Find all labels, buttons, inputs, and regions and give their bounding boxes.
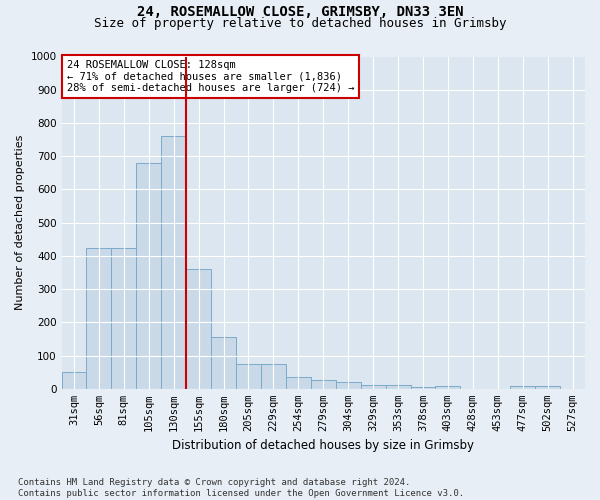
- Bar: [410, 387, 436, 389]
- Bar: [211, 338, 236, 389]
- Bar: [535, 386, 560, 389]
- Bar: [62, 372, 86, 389]
- X-axis label: Distribution of detached houses by size in Grimsby: Distribution of detached houses by size …: [172, 440, 474, 452]
- Y-axis label: Number of detached properties: Number of detached properties: [15, 135, 25, 310]
- Text: 24 ROSEMALLOW CLOSE: 128sqm
← 71% of detached houses are smaller (1,836)
28% of : 24 ROSEMALLOW CLOSE: 128sqm ← 71% of det…: [67, 60, 354, 93]
- Bar: [386, 385, 410, 389]
- Bar: [286, 377, 311, 389]
- Bar: [261, 364, 286, 389]
- Bar: [136, 163, 161, 389]
- Bar: [236, 364, 261, 389]
- Bar: [112, 248, 136, 389]
- Text: Contains HM Land Registry data © Crown copyright and database right 2024.
Contai: Contains HM Land Registry data © Crown c…: [18, 478, 464, 498]
- Bar: [361, 385, 386, 389]
- Bar: [436, 386, 460, 389]
- Text: Size of property relative to detached houses in Grimsby: Size of property relative to detached ho…: [94, 18, 506, 30]
- Bar: [86, 248, 112, 389]
- Text: 24, ROSEMALLOW CLOSE, GRIMSBY, DN33 3EN: 24, ROSEMALLOW CLOSE, GRIMSBY, DN33 3EN: [137, 5, 463, 19]
- Bar: [186, 269, 211, 389]
- Bar: [161, 136, 186, 389]
- Bar: [311, 380, 336, 389]
- Bar: [510, 386, 535, 389]
- Bar: [336, 382, 361, 389]
